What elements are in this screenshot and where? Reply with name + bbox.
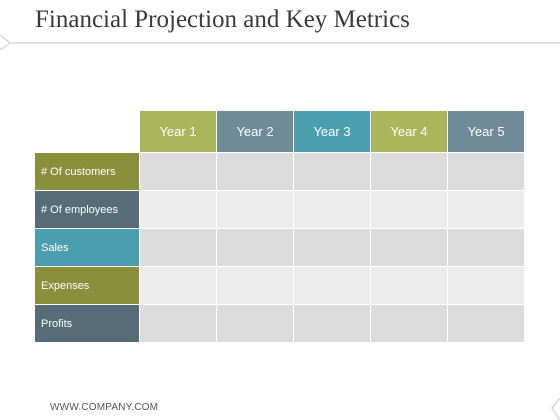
table-cell xyxy=(139,190,217,229)
metrics-table: Year 1 Year 2 Year 3 Year 4 Year 5 # Of … xyxy=(34,110,525,343)
table-cell xyxy=(447,190,525,229)
table-cell xyxy=(370,152,448,191)
company-website-footer: WWW.COMPANY.COM xyxy=(50,402,159,413)
table-cell xyxy=(293,152,371,191)
table-cell xyxy=(447,304,525,343)
table-row: Expenses xyxy=(34,266,525,305)
table-row: # Of employees xyxy=(34,190,525,229)
table-cell xyxy=(447,266,525,305)
column-header-year-2: Year 2 xyxy=(216,110,294,153)
header-row: Year 1 Year 2 Year 3 Year 4 Year 5 xyxy=(34,110,525,153)
table-cell xyxy=(139,228,217,267)
row-header-profits: Profits xyxy=(34,304,140,343)
table-cell xyxy=(139,304,217,343)
table-cell xyxy=(139,152,217,191)
table-cell xyxy=(293,190,371,229)
column-header-year-5: Year 5 xyxy=(447,110,525,153)
row-header-employees: # Of employees xyxy=(34,190,140,229)
table-row: Sales xyxy=(34,228,525,267)
table-cell xyxy=(293,304,371,343)
table-row: # Of customers xyxy=(34,152,525,191)
table-cell xyxy=(216,152,294,191)
row-header-customers: # Of customers xyxy=(34,152,140,191)
table-cell xyxy=(293,228,371,267)
table-cell xyxy=(370,190,448,229)
table-cell xyxy=(216,304,294,343)
table-row: Profits xyxy=(34,304,525,343)
table-cell xyxy=(370,266,448,305)
column-header-year-4: Year 4 xyxy=(370,110,448,153)
table-cell xyxy=(216,266,294,305)
table-cell xyxy=(293,266,371,305)
column-header-year-1: Year 1 xyxy=(139,110,217,153)
table-cell xyxy=(216,228,294,267)
corner-decoration xyxy=(551,398,560,420)
table-cell xyxy=(370,304,448,343)
column-header-year-3: Year 3 xyxy=(293,110,371,153)
table-cell xyxy=(447,228,525,267)
slide-title: Financial Projection and Key Metrics xyxy=(35,6,410,33)
table-cell xyxy=(139,266,217,305)
table-cell xyxy=(216,190,294,229)
title-underline-decoration xyxy=(0,34,560,50)
row-header-sales: Sales xyxy=(34,228,140,267)
row-header-expenses: Expenses xyxy=(34,266,140,305)
table-cell xyxy=(370,228,448,267)
table-cell xyxy=(447,152,525,191)
header-corner-cell xyxy=(34,110,140,153)
